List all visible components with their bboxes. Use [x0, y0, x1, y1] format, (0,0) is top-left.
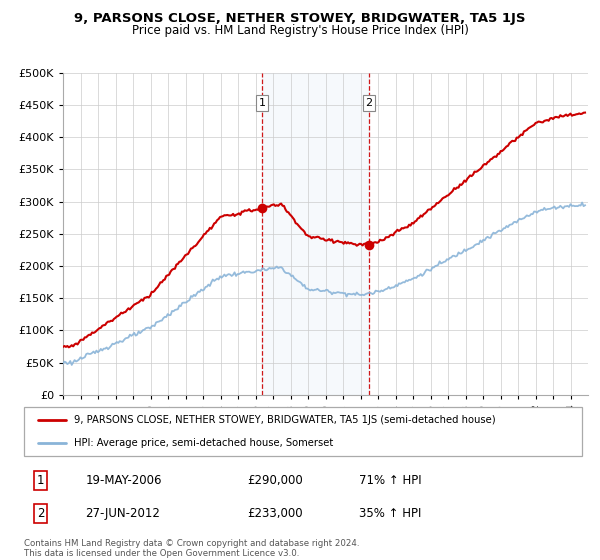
- Text: 1: 1: [259, 98, 266, 108]
- FancyBboxPatch shape: [24, 407, 582, 456]
- Text: HPI: Average price, semi-detached house, Somerset: HPI: Average price, semi-detached house,…: [74, 438, 334, 448]
- Text: 1: 1: [37, 474, 44, 487]
- Text: 27-JUN-2012: 27-JUN-2012: [85, 507, 160, 520]
- Text: Contains HM Land Registry data © Crown copyright and database right 2024.
This d: Contains HM Land Registry data © Crown c…: [24, 539, 359, 558]
- Bar: [262, 73, 369, 395]
- Text: 2: 2: [37, 507, 44, 520]
- Text: Price paid vs. HM Land Registry's House Price Index (HPI): Price paid vs. HM Land Registry's House …: [131, 24, 469, 36]
- Text: 9, PARSONS CLOSE, NETHER STOWEY, BRIDGWATER, TA5 1JS: 9, PARSONS CLOSE, NETHER STOWEY, BRIDGWA…: [74, 12, 526, 25]
- Text: 9, PARSONS CLOSE, NETHER STOWEY, BRIDGWATER, TA5 1JS (semi-detached house): 9, PARSONS CLOSE, NETHER STOWEY, BRIDGWA…: [74, 416, 496, 426]
- Text: 19-MAY-2006: 19-MAY-2006: [85, 474, 162, 487]
- Text: 2: 2: [365, 98, 373, 108]
- Text: £233,000: £233,000: [247, 507, 303, 520]
- Text: 71% ↑ HPI: 71% ↑ HPI: [359, 474, 421, 487]
- Text: 35% ↑ HPI: 35% ↑ HPI: [359, 507, 421, 520]
- Text: £290,000: £290,000: [247, 474, 303, 487]
